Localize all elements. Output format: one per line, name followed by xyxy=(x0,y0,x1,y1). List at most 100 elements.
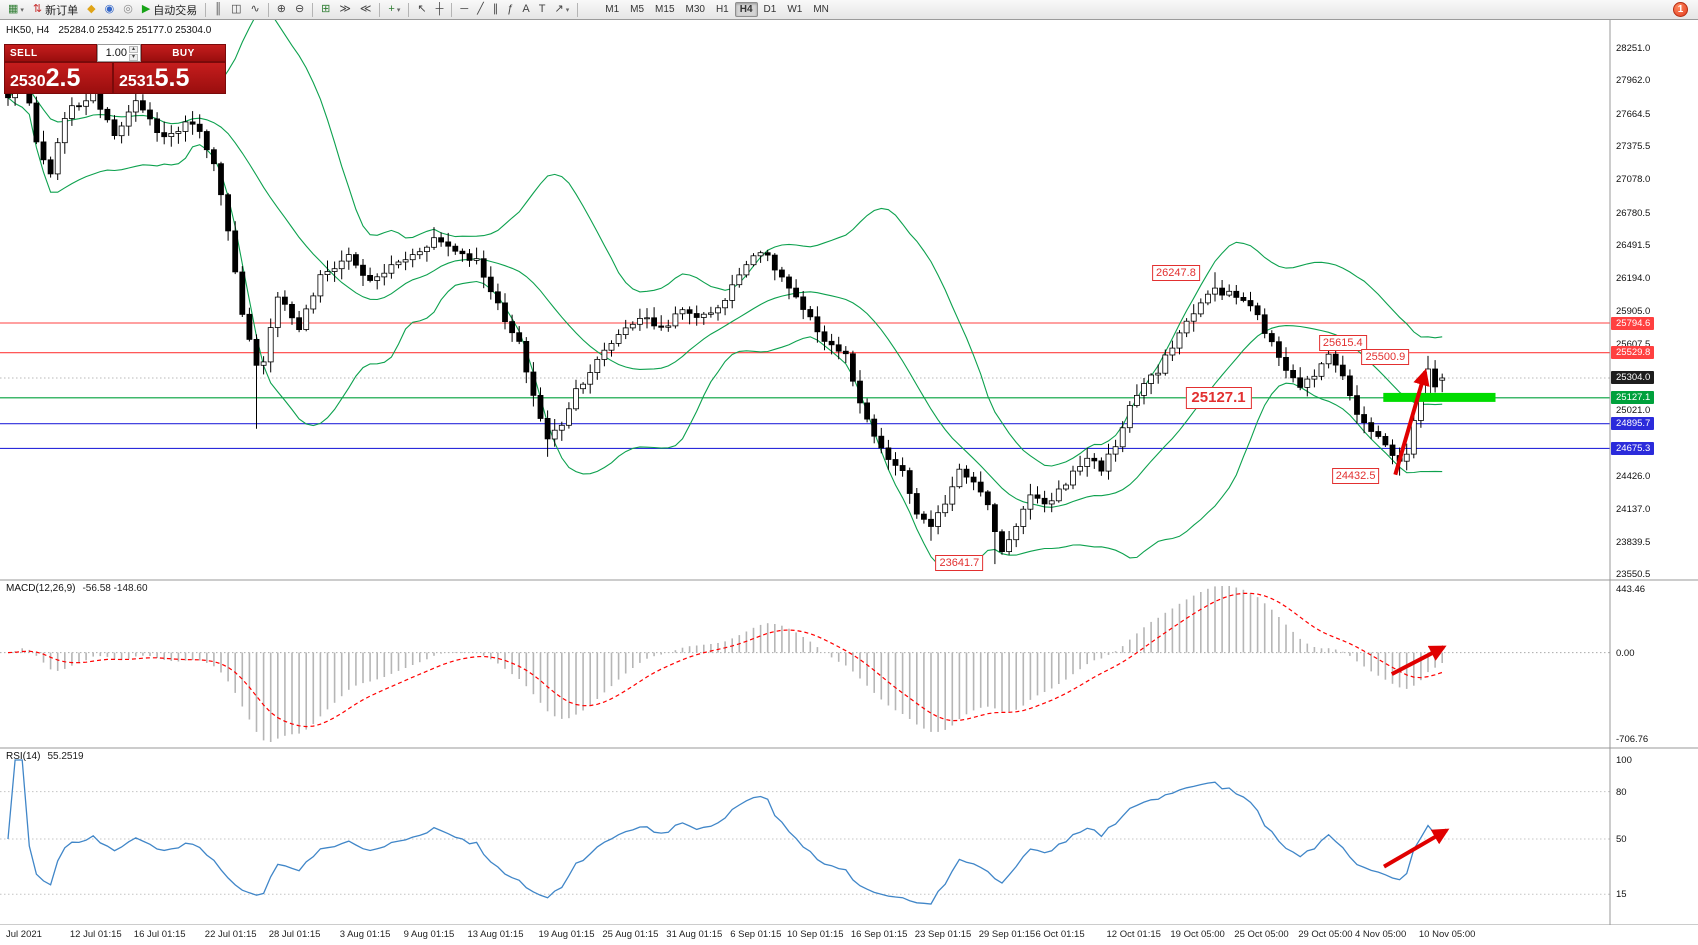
time-axis-label: 29 Oct 05:00 xyxy=(1298,929,1353,940)
price-axis-label: 28251.0 xyxy=(1616,42,1651,54)
timeframe-mn[interactable]: MN xyxy=(813,4,829,15)
trendline-button[interactable]: ╱ xyxy=(473,1,488,18)
text-label-button[interactable]: T xyxy=(535,1,550,18)
timeframe-w1[interactable]: W1 xyxy=(787,4,803,15)
one-click-trading-panel: SELL ▴ ▾ BUY 25302.5 25315.5 xyxy=(4,44,226,94)
time-axis-label: 19 Aug 01:15 xyxy=(538,929,595,940)
time-axis-label: 6 Sep 01:15 xyxy=(730,929,782,940)
time-axis-label: 3 Aug 01:15 xyxy=(339,929,391,940)
price-axis-label: 24426.0 xyxy=(1616,471,1651,483)
chart-ohlc-header: HK50, H4 25284.0 25342.5 25177.0 25304.0 xyxy=(6,25,211,36)
price-axis-label: 27664.5 xyxy=(1616,108,1651,120)
alerts-icon: ◎ xyxy=(123,3,133,15)
arrows-tool-button[interactable]: ↗ ▾ xyxy=(551,1,574,18)
time-axis-label: 31 Aug 01:15 xyxy=(666,929,723,940)
new-chart-button[interactable]: ▦ ▾ xyxy=(4,1,28,18)
volume-input[interactable] xyxy=(102,47,127,59)
time-axis-label: 23 Sep 01:15 xyxy=(914,929,972,940)
price-axis-label: 27078.0 xyxy=(1616,174,1651,186)
time-axis-label: 12 Oct 01:15 xyxy=(1106,929,1161,940)
price-axis[interactable]: 28251.0 27962.0 27664.5 27375.5 27078.0 26780… xyxy=(1610,0,1698,945)
auto-scroll-button[interactable]: ≫ xyxy=(335,1,355,18)
indicators-icon: + xyxy=(388,3,395,15)
accounts-button[interactable]: ◉ xyxy=(101,1,119,18)
arrows-tool-icon: ↗ xyxy=(554,3,564,15)
horizontal-line-button[interactable]: ─ xyxy=(456,1,472,18)
timeframe-m5[interactable]: M5 xyxy=(630,4,645,15)
buy-button[interactable]: BUY xyxy=(141,44,226,62)
time-axis-label: 25 Aug 01:15 xyxy=(602,929,659,940)
timeframe-m1[interactable]: M1 xyxy=(605,4,620,15)
zoom-in-button[interactable]: ⊕ xyxy=(273,1,290,18)
time-axis-label: 13 Aug 01:15 xyxy=(467,929,524,940)
sell-price: 25302.5 xyxy=(10,63,81,92)
crosshair-button[interactable]: ┼ xyxy=(432,1,448,18)
indicators-button[interactable]: + ▾ xyxy=(384,1,404,18)
horizontal-line-icon: ─ xyxy=(460,3,469,15)
accounts-icon: ◉ xyxy=(104,3,115,15)
rsi-axis-label: 15 xyxy=(1616,889,1627,901)
toolbar-separator xyxy=(205,2,207,17)
chevron-down-icon: ▾ xyxy=(20,6,24,14)
chart-shift-button[interactable]: ≪ xyxy=(356,1,376,18)
zoom-out-button[interactable]: ⊖ xyxy=(291,1,308,18)
time-axis[interactable]: Jul 2021 12 Jul 01:15 16 Jul 01:15 22 Jul 0… xyxy=(0,925,1698,945)
macd-axis-label: -706.76 xyxy=(1616,734,1649,745)
new-order-button[interactable]: ⇅ 新订单 xyxy=(29,1,82,18)
cursor-button[interactable]: ↖ xyxy=(413,1,430,18)
macd-pane-label: MACD(12,26,9) -56.58 -148.60 xyxy=(6,583,148,594)
rsi-axis-label: 80 xyxy=(1616,786,1627,798)
time-axis-label: 4 Nov 05:00 xyxy=(1355,929,1407,940)
chevron-down-icon: ▾ xyxy=(565,6,570,14)
alerts-button[interactable]: ◎ xyxy=(119,1,137,18)
rsi-pane-label: RSI(14) 55.2519 xyxy=(6,751,84,762)
price-tag: 25127.1 xyxy=(1611,391,1655,405)
text-tool-button[interactable]: A xyxy=(518,1,533,18)
tile-windows-button[interactable]: ⊞ xyxy=(317,1,334,18)
time-axis-label: 25 Oct 05:00 xyxy=(1234,929,1289,940)
time-axis-label: 16 Sep 01:15 xyxy=(850,929,908,940)
candlestick-mode-button[interactable]: ◫ xyxy=(227,1,245,18)
toolbar-separator xyxy=(267,2,269,17)
chevron-down-icon: ▾ xyxy=(396,6,401,14)
notification-badge[interactable]: 1 xyxy=(1673,2,1688,17)
bar-chart-mode-button[interactable]: ║ xyxy=(210,1,226,18)
timeframe-group: M1 M5 M15 M30 H1 H4 D1 W1 MN xyxy=(600,2,834,17)
line-chart-mode-button[interactable]: ∿ xyxy=(247,1,264,18)
crosshair-icon: ┼ xyxy=(435,3,444,15)
price-axis-label: 25021.0 xyxy=(1616,404,1651,416)
price-tag: 25529.8 xyxy=(1611,346,1655,360)
timeframe-m30[interactable]: M30 xyxy=(685,4,705,15)
equidistant-channel-button[interactable]: ∥ xyxy=(489,1,503,18)
time-axis-label: 19 Oct 05:00 xyxy=(1170,929,1225,940)
timeframe-m15[interactable]: M15 xyxy=(655,4,675,15)
rsi-axis-label: 50 xyxy=(1616,834,1627,845)
buy-price-button[interactable]: 25315.5 xyxy=(113,62,226,94)
price-tag: 25304.0 xyxy=(1611,371,1655,385)
sell-button[interactable]: SELL xyxy=(4,44,97,62)
timeframe-d1[interactable]: D1 xyxy=(763,4,777,15)
price-tag: 24675.3 xyxy=(1611,441,1655,455)
buy-price: 25315.5 xyxy=(119,63,190,92)
timeframe-h1[interactable]: H1 xyxy=(715,4,729,15)
metaeditor-button[interactable]: ◆ xyxy=(83,1,99,18)
time-axis-label: 16 Jul 01:15 xyxy=(133,929,186,940)
volume-down-icon[interactable]: ▾ xyxy=(128,53,138,61)
macd-values: -56.58 -148.60 xyxy=(82,583,148,594)
price-tag: 24895.7 xyxy=(1611,417,1655,431)
price-axis-label: 25607.5 xyxy=(1616,338,1651,350)
main-toolbar: ▦ ▾ ⇅ 新订单 ◆ ◉ ◎ ▶ 自动交易 ║ ◫ ∿ ⊕ ⊖ ⊞ ≫ ≪ + ▾ ↖ ┼ ─ ╱ ∥ ƒ A T ↗ ▾ M1 M5 M… xyxy=(0,0,1698,20)
text-tool-icon: A xyxy=(522,3,530,15)
auto-scroll-icon: ≫ xyxy=(339,3,351,15)
time-axis-label: 9 Aug 01:15 xyxy=(403,929,455,940)
fibonacci-button[interactable]: ƒ xyxy=(503,1,517,18)
timeframe-h4[interactable]: H4 xyxy=(734,2,758,17)
sell-price-button[interactable]: 25302.5 xyxy=(4,62,113,94)
autotrading-button[interactable]: ▶ 自动交易 xyxy=(138,1,201,18)
time-axis-label: 28 Jul 01:15 xyxy=(268,929,321,940)
time-axis-label: 10 Sep 01:15 xyxy=(787,929,844,940)
trendline-icon: ╱ xyxy=(477,3,484,15)
volume-up-icon[interactable]: ▴ xyxy=(128,45,138,53)
price-tag: 25794.6 xyxy=(1611,316,1655,330)
